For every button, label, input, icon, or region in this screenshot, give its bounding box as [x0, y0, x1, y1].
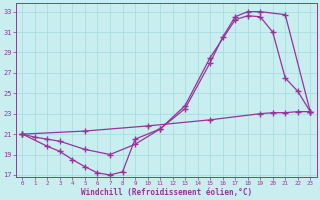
- X-axis label: Windchill (Refroidissement éolien,°C): Windchill (Refroidissement éolien,°C): [81, 188, 252, 197]
